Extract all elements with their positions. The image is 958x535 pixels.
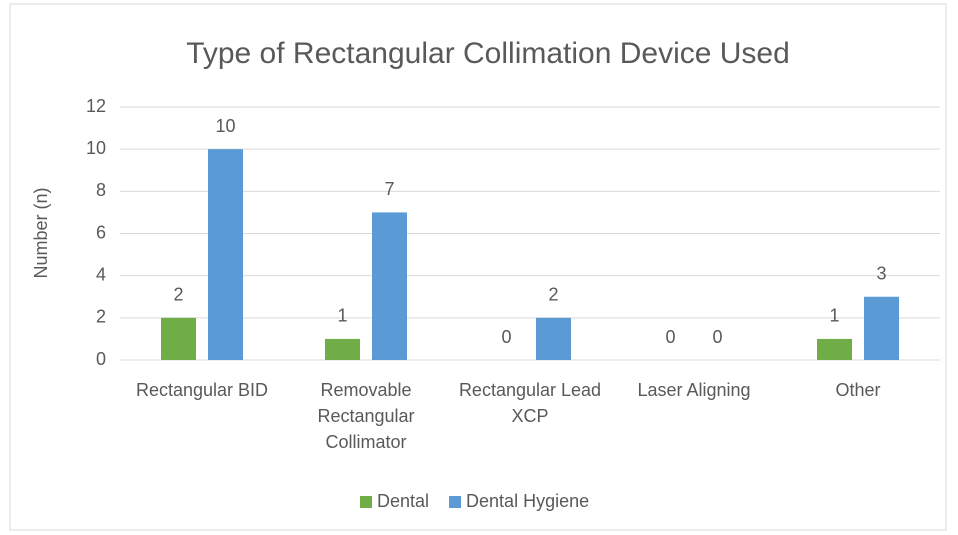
bar — [536, 317, 571, 360]
legend-label: Dental Hygiene — [466, 491, 589, 511]
legend-swatch — [360, 496, 372, 508]
chart-border — [9, 3, 947, 531]
data-label: 10 — [215, 116, 235, 136]
data-label: 3 — [876, 264, 886, 284]
data-label: 1 — [337, 306, 347, 326]
chart-title: Type of Rectangular Collimation Device U… — [186, 37, 790, 70]
y-tick-label: 8 — [96, 180, 106, 200]
bar — [817, 338, 852, 360]
x-tick-label: Removable Rectangular Collimator — [317, 380, 415, 452]
y-tick-label: 6 — [96, 222, 106, 242]
bar — [864, 296, 899, 360]
y-tick-label: 4 — [96, 264, 106, 284]
legend-label: Dental — [377, 491, 429, 511]
data-label: 7 — [384, 179, 394, 199]
bar — [208, 149, 243, 360]
data-label: 2 — [548, 285, 558, 305]
bar — [372, 212, 407, 360]
x-tick-label: Rectangular Lead XCP — [458, 380, 602, 426]
y-tick-label: 10 — [86, 138, 106, 158]
x-tick-label: Rectangular BID — [135, 380, 269, 400]
y-tick-label: 12 — [86, 96, 106, 116]
legend-swatch — [449, 496, 462, 508]
data-label: 2 — [173, 285, 183, 305]
x-tick-label: Other — [835, 380, 881, 400]
data-label: 0 — [712, 327, 722, 347]
bar — [325, 338, 360, 360]
y-axis-title: Number (n) — [31, 187, 51, 278]
bar — [161, 317, 196, 360]
data-label: 1 — [829, 306, 839, 326]
y-tick-label: 2 — [96, 307, 106, 327]
data-label: 0 — [665, 327, 675, 347]
x-tick-label: Laser Aligning — [637, 380, 751, 400]
data-label: 0 — [501, 327, 511, 347]
y-tick-label: 0 — [96, 349, 106, 369]
